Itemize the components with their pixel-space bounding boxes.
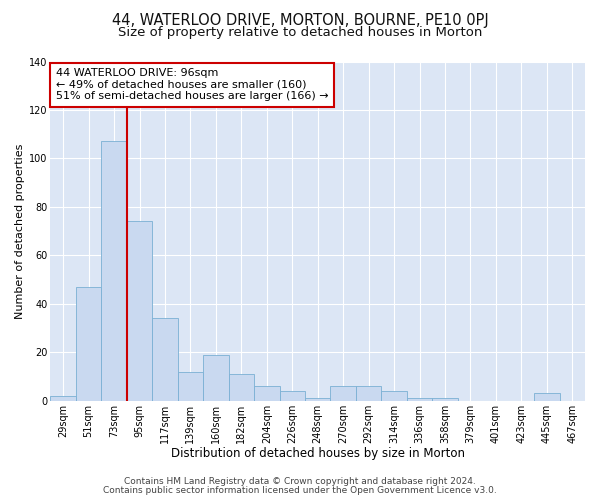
Text: Size of property relative to detached houses in Morton: Size of property relative to detached ho… xyxy=(118,26,482,39)
Bar xyxy=(407,398,432,400)
Bar xyxy=(382,391,407,400)
Bar xyxy=(50,396,76,400)
Bar xyxy=(534,394,560,400)
Bar xyxy=(356,386,382,400)
Bar xyxy=(76,287,101,401)
Bar xyxy=(229,374,254,400)
Bar xyxy=(331,386,356,400)
Text: 44, WATERLOO DRIVE, MORTON, BOURNE, PE10 0PJ: 44, WATERLOO DRIVE, MORTON, BOURNE, PE10… xyxy=(112,12,488,28)
Text: 44 WATERLOO DRIVE: 96sqm
← 49% of detached houses are smaller (160)
51% of semi-: 44 WATERLOO DRIVE: 96sqm ← 49% of detach… xyxy=(56,68,328,102)
Bar xyxy=(152,318,178,400)
Bar xyxy=(203,354,229,401)
Bar xyxy=(305,398,331,400)
Bar xyxy=(432,398,458,400)
Bar xyxy=(101,142,127,400)
Text: Contains HM Land Registry data © Crown copyright and database right 2024.: Contains HM Land Registry data © Crown c… xyxy=(124,477,476,486)
Bar xyxy=(178,372,203,400)
Bar xyxy=(127,222,152,400)
Y-axis label: Number of detached properties: Number of detached properties xyxy=(15,144,25,319)
Text: Contains public sector information licensed under the Open Government Licence v3: Contains public sector information licen… xyxy=(103,486,497,495)
Bar xyxy=(280,391,305,400)
X-axis label: Distribution of detached houses by size in Morton: Distribution of detached houses by size … xyxy=(171,447,465,460)
Bar xyxy=(254,386,280,400)
